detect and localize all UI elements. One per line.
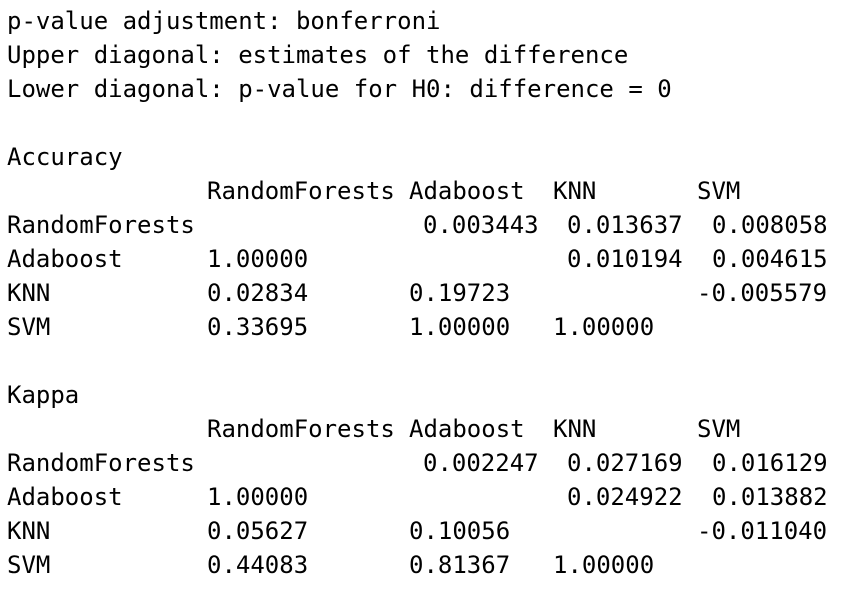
column-header: SVM (697, 415, 741, 443)
table-cell: 0.004615 (712, 245, 828, 273)
table-title-accuracy: Accuracy (7, 143, 123, 171)
row-name: RandomForests (7, 449, 195, 477)
table-cell: 0.008058 (712, 211, 828, 239)
blank-line (7, 106, 863, 140)
table-cell: 0.010194 (567, 245, 683, 273)
upper-diagonal-line: Upper diagonal: estimates of the differe… (7, 41, 629, 69)
row-name: Adaboost (7, 245, 123, 273)
column-header: KNN (553, 415, 597, 443)
column-header: SVM (697, 177, 741, 205)
table-row: RandomForests 0.002247 0.027169 0.016129 (7, 446, 863, 480)
table-title-kappa: Kappa (7, 381, 80, 409)
table-cell: 0.10056 (409, 517, 511, 545)
table-cell: 0.003443 (423, 211, 539, 239)
row-name: SVM (7, 551, 51, 579)
table-cell: 0.05627 (207, 517, 309, 545)
table-cell: 0.024922 (567, 483, 683, 511)
column-header: KNN (553, 177, 597, 205)
table-row: SVM 0.33695 1.00000 1.00000 (7, 310, 863, 344)
row-name: RandomForests (7, 211, 195, 239)
table-row: Adaboost 1.00000 0.024922 0.013882 (7, 480, 863, 514)
table-cell: -0.005579 (697, 279, 828, 307)
table-row: KNN 0.05627 0.10056 -0.011040 (7, 514, 863, 548)
table-cell: 0.016129 (712, 449, 828, 477)
column-header: RandomForests (207, 177, 395, 205)
row-name: KNN (7, 279, 51, 307)
table-cell: 0.81367 (409, 551, 511, 579)
table-cell: 0.33695 (207, 313, 309, 341)
console-output: p-value adjustment: bonferroni Upper dia… (7, 4, 863, 582)
table-cell: -0.011040 (697, 517, 828, 545)
table-cell: 0.002247 (423, 449, 539, 477)
table-cell: 1.00000 (207, 483, 309, 511)
table-cell: 0.19723 (409, 279, 511, 307)
table-cell: 0.027169 (567, 449, 683, 477)
table-cell: 0.013637 (567, 211, 683, 239)
table-cell: 1.00000 (207, 245, 309, 273)
table-header-row: RandomForests Adaboost KNN SVM (7, 174, 863, 208)
table-cell: 1.00000 (553, 313, 655, 341)
table-row: SVM 0.44083 0.81367 1.00000 (7, 548, 863, 582)
table-cell: 0.02834 (207, 279, 309, 307)
row-name: KNN (7, 517, 51, 545)
table-header-row: RandomForests Adaboost KNN SVM (7, 412, 863, 446)
table-row: RandomForests 0.003443 0.013637 0.008058 (7, 208, 863, 242)
column-header: Adaboost (409, 415, 525, 443)
table-cell: 1.00000 (409, 313, 511, 341)
table-cell: 1.00000 (553, 551, 655, 579)
blank-line (7, 344, 863, 378)
table-cell: 0.013882 (712, 483, 828, 511)
table-row: KNN 0.02834 0.19723 -0.005579 (7, 276, 863, 310)
adjustment-line: p-value adjustment: bonferroni (7, 7, 441, 35)
row-name: Adaboost (7, 483, 123, 511)
table-cell: 0.44083 (207, 551, 309, 579)
row-name: SVM (7, 313, 51, 341)
lower-diagonal-line: Lower diagonal: p-value for H0: differen… (7, 75, 672, 103)
column-header: RandomForests (207, 415, 395, 443)
table-row: Adaboost 1.00000 0.010194 0.004615 (7, 242, 863, 276)
column-header: Adaboost (409, 177, 525, 205)
